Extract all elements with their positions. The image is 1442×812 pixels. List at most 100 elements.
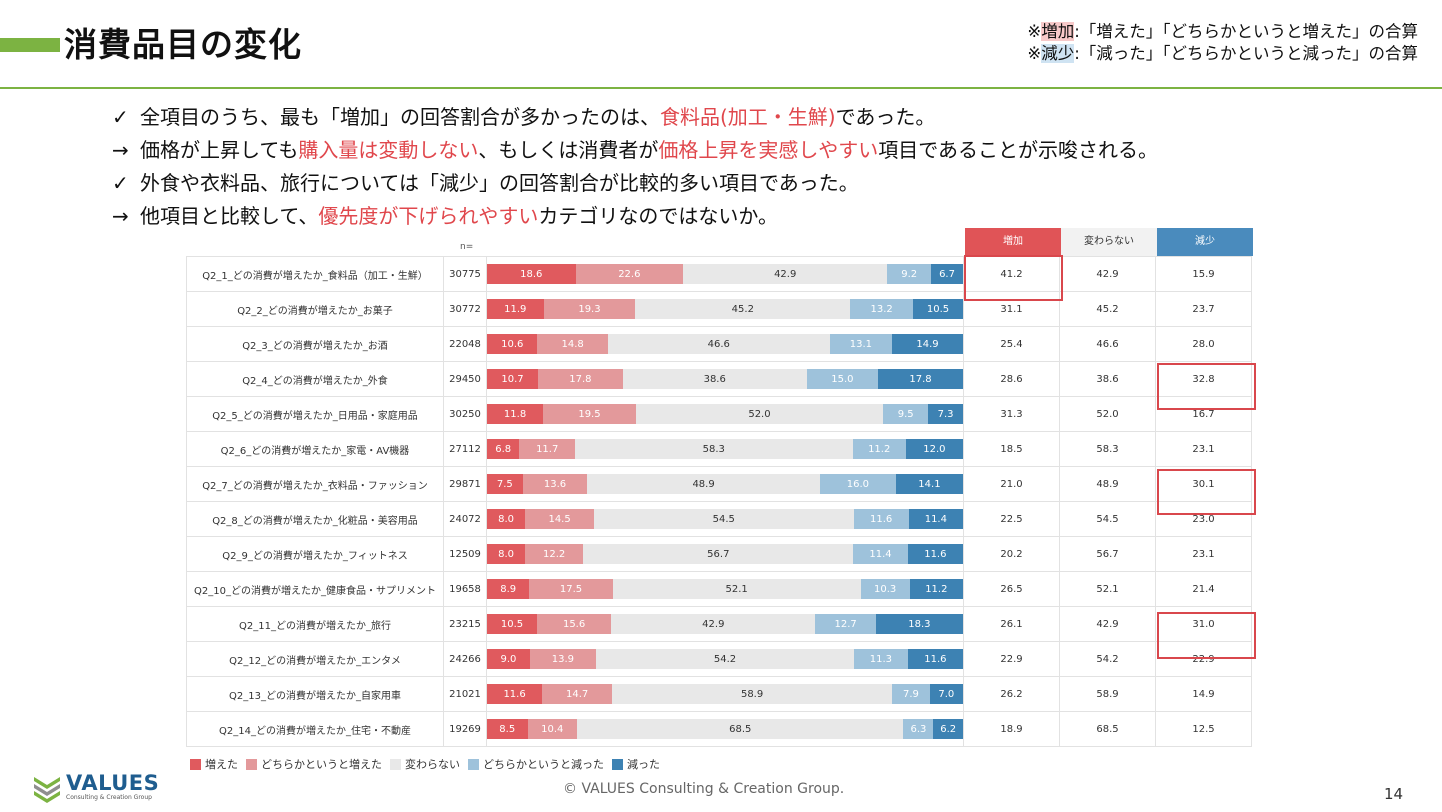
bar-segment-decreased: 14.9 [892,334,963,354]
bar-cell: 10.5 15.6 42.9 12.7 18.3 [486,606,964,642]
table-row: Q2_11_どの消費が増えたか_旅行 23215 10.5 15.6 42.9 12.7 1… [186,606,1252,642]
bar-segment-decreased: 14.1 [895,474,963,494]
bar-segment-decreased: 7.3 [928,404,963,424]
table-row: Q2_5_どの消費が増えたか_日用品・家庭用品 30250 11.8 19.5 52.0… [186,396,1252,432]
bar-segment-increased: 8.0 [487,544,526,564]
legend-item: どちらかというと増えた [246,756,382,772]
bar-segment-decreased: 6.7 [931,264,963,284]
summary-decrease: 28.0 [1155,326,1252,362]
note-decrease-text: :「減った」「どちらかというと減った」の合算 [1074,44,1418,63]
stacked-bar: 11.8 19.5 52.0 9.5 7.3 [487,404,963,424]
row-n: 19269 [443,711,487,747]
summary-increase: 20.2 [963,536,1060,572]
company-logo: VALUES Consulting & Creation Group [32,773,159,803]
bar-cell: 8.0 12.2 56.7 11.4 11.6 [486,536,964,572]
table-row: Q2_12_どの消費が増えたか_エンタメ 24266 9.0 13.9 54.2 11.3… [186,641,1252,677]
bar-segment-slightly-increased: 19.3 [543,299,636,319]
stacked-bar: 8.9 17.5 52.1 10.3 11.2 [487,579,963,599]
summary-decrease: 12.5 [1155,711,1252,747]
bar-segment-slightly-decreased: 13.1 [829,334,893,354]
finding-emphasis: 優先度が下げられやすい [318,204,539,228]
row-n: 22048 [443,326,487,362]
note-increase: ※増加:「増えた」「どちらかというと増えた」の合算 [1027,21,1418,43]
logo-subtitle: Consulting & Creation Group [66,794,152,801]
row-label: Q2_14_どの消費が増えたか_住宅・不動産 [186,711,444,747]
summary-decrease: 23.1 [1155,536,1252,572]
stacked-bar: 10.7 17.8 38.6 15.0 17.8 [487,369,963,389]
bar-segment-slightly-decreased: 16.0 [819,474,896,494]
summary-decrease: 22.9 [1155,641,1252,677]
finding-text: であった。 [835,105,936,129]
stacked-bar: 8.0 12.2 56.7 11.4 11.6 [487,544,963,564]
bar-segment-slightly-decreased: 15.0 [806,369,879,389]
table-row: Q2_13_どの消費が増えたか_自家用車 21021 11.6 14.7 58.9 7.9… [186,676,1252,712]
header-increase: 増加 [965,228,1061,256]
stacked-bar: 7.5 13.6 48.9 16.0 14.1 [487,474,963,494]
bar-cell: 8.9 17.5 52.1 10.3 11.2 [486,571,964,607]
row-label: Q2_10_どの消費が増えたか_健康食品・サプリメント [186,571,444,607]
finding-text: 項目であることが示唆される。 [878,138,1159,162]
finding-line: ✓ 外食や衣料品、旅行については「減少」の回答割合が比較的多い項目であった。 [112,167,1158,200]
note-increase-prefix: ※ [1027,22,1042,41]
legend-item: 増えた [190,756,238,772]
bar-segment-unchanged: 58.9 [612,684,893,704]
row-n: 24266 [443,641,487,677]
bar-segment-increased: 8.5 [487,719,528,739]
bar-segment-slightly-decreased: 6.3 [903,719,934,739]
stacked-bar: 18.6 22.6 42.9 9.2 6.7 [487,264,963,284]
bar-segment-slightly-increased: 13.9 [529,649,596,669]
bar-segment-unchanged: 42.9 [611,614,816,634]
bar-segment-slightly-decreased: 11.3 [853,649,908,669]
row-label: Q2_5_どの消費が増えたか_日用品・家庭用品 [186,396,444,432]
table-row: Q2_4_どの消費が増えたか_外食 29450 10.7 17.8 38.6 15.0 17… [186,361,1252,397]
header-divider [0,87,1442,89]
bar-cell: 8.5 10.4 68.5 6.3 6.2 [486,711,964,747]
summary-unchanged: 68.5 [1059,711,1156,747]
finding-emphasis: 購入量は変動しない [298,138,479,162]
note-decrease: ※減少:「減った」「どちらかというと減った」の合算 [1027,43,1418,65]
summary-increase: 28.6 [963,361,1060,397]
finding-emphasis: 価格上昇を実感しやすい [658,138,879,162]
table-row: Q2_14_どの消費が増えたか_住宅・不動産 19269 8.5 10.4 68.5 6.… [186,711,1252,747]
row-n: 29871 [443,466,487,502]
row-n: 12509 [443,536,487,572]
table-row: Q2_1_どの消費が増えたか_食料品（加工・生鮮） 30775 18.6 22.6 42… [186,256,1252,292]
legend-item: 減った [612,756,660,772]
legend-swatch [246,758,257,770]
summary-unchanged: 58.3 [1059,431,1156,467]
stacked-bar: 8.5 10.4 68.5 6.3 6.2 [487,719,963,739]
row-label: Q2_4_どの消費が増えたか_外食 [186,361,444,397]
bar-segment-unchanged: 45.2 [635,299,851,319]
summary-decrease: 16.7 [1155,396,1252,432]
row-label: Q2_13_どの消費が増えたか_自家用車 [186,676,444,712]
summary-decrease: 21.4 [1155,571,1252,607]
bar-segment-slightly-decreased: 11.4 [853,544,908,564]
finding-text: 他項目と比較して、 [140,204,319,228]
bar-segment-decreased: 11.4 [908,509,963,529]
bar-segment-unchanged: 46.6 [607,334,830,354]
row-n: 30772 [443,291,487,327]
table-row: Q2_9_どの消費が増えたか_フィットネス 12509 8.0 12.2 56.7 11.… [186,536,1252,572]
bar-segment-unchanged: 56.7 [583,544,854,564]
row-n: 27112 [443,431,487,467]
bar-segment-decreased: 12.0 [905,439,963,459]
summary-unchanged: 42.9 [1059,256,1156,292]
chart-legend: 増えた どちらかというと増えた 変わらない どちらかというと減った 減った [190,756,668,772]
bar-segment-increased: 9.0 [487,649,530,669]
bar-cell: 8.0 14.5 54.5 11.6 11.4 [486,501,964,537]
bar-cell: 10.6 14.8 46.6 13.1 14.9 [486,326,964,362]
summary-decrease: 14.9 [1155,676,1252,712]
bar-segment-unchanged: 54.2 [595,649,854,669]
summary-decrease: 23.7 [1155,291,1252,327]
stacked-bar: 8.0 14.5 54.5 11.6 11.4 [487,509,963,529]
bar-segment-slightly-decreased: 12.7 [815,614,876,634]
n-column-label: n= [460,242,474,252]
legend-swatch [612,758,623,770]
page-title: 消費品目の変化 [64,25,302,64]
copyright: © VALUES Consulting & Creation Group. [563,781,845,797]
note-increase-term: 増加 [1041,22,1075,41]
summary-decrease: 23.0 [1155,501,1252,537]
row-label: Q2_3_どの消費が増えたか_お酒 [186,326,444,362]
legend-label: どちらかというと減った [483,758,604,771]
values-logo-icon [34,777,60,803]
